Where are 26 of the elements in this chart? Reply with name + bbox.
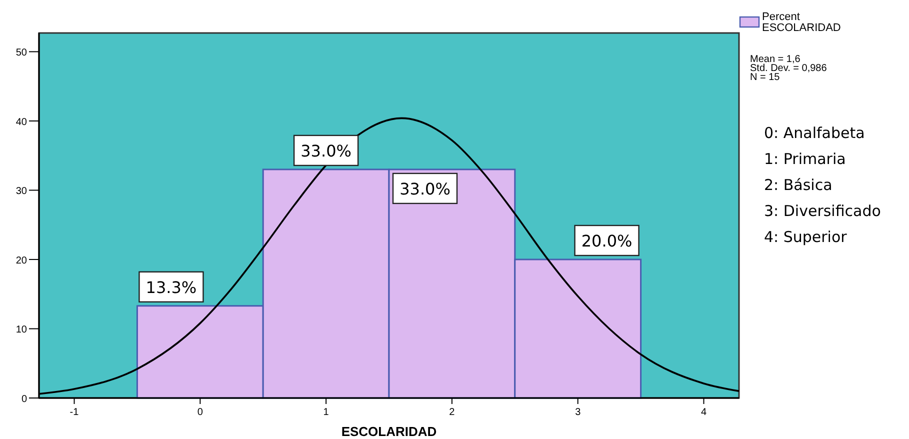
text: 1: Primaria	[764, 150, 846, 168]
text: Std. Dev. = 0,986	[750, 63, 828, 74]
x-tick-label: 2	[449, 407, 456, 418]
text: Mean = 1,6	[750, 54, 801, 65]
x-tick-label: 1	[323, 407, 330, 418]
text: N = 15	[750, 72, 780, 83]
y-tick-label: 20	[16, 255, 28, 266]
legend-label: Percent ESCOLARIDAD	[762, 11, 841, 34]
y-tick-label: 10	[16, 324, 28, 336]
y-tick-label: 50	[16, 48, 28, 59]
x-tick-label: 3	[575, 407, 582, 418]
y-tick-label: 30	[16, 186, 28, 198]
data-label: 20.0%	[581, 231, 632, 250]
data-label: 13.3%	[146, 278, 197, 297]
data-label: 33.0%	[300, 141, 352, 160]
x-tick-label: 4	[700, 407, 707, 418]
x-tick-label: 0	[197, 407, 204, 418]
x-axis-title: ESCOLARIDAD	[341, 424, 437, 439]
text: 4: Superior	[764, 228, 848, 246]
text: 3: Diversificado	[764, 202, 881, 220]
y-tick-label: 40	[16, 116, 28, 128]
text: 0: Analfabeta	[764, 124, 865, 142]
text: 2: Básica	[764, 176, 832, 194]
data-label: 33.0%	[400, 179, 450, 198]
y-tick-label: 0	[21, 394, 28, 405]
x-tick-label: -1	[70, 407, 80, 418]
